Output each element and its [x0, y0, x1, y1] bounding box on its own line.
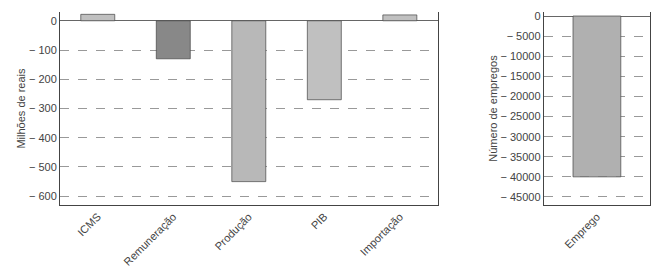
- svg-text:0: 0: [534, 10, 540, 22]
- svg-text:− 45000: − 45000: [501, 191, 541, 203]
- svg-text:Milhões de reais: Milhões de reais: [15, 68, 27, 149]
- svg-text:− 100: − 100: [29, 44, 57, 56]
- svg-text:− 30000: − 30000: [501, 131, 541, 143]
- svg-text:PIB: PIB: [309, 211, 330, 232]
- svg-text:− 40000: − 40000: [501, 171, 541, 183]
- svg-text:− 600: − 600: [29, 190, 57, 202]
- svg-text:Produção: Produção: [212, 211, 254, 253]
- svg-text:− 400: − 400: [29, 132, 57, 144]
- svg-text:ICMS: ICMS: [75, 211, 103, 239]
- svg-text:− 15000: − 15000: [501, 70, 541, 82]
- svg-text:− 20000: − 20000: [501, 90, 541, 102]
- svg-text:− 300: − 300: [29, 102, 57, 114]
- svg-text:Remuneração: Remuneração: [121, 211, 178, 268]
- svg-text:− 35000: − 35000: [501, 151, 541, 163]
- svg-text:− 5000: − 5000: [507, 30, 541, 42]
- svg-text:− 25000: − 25000: [501, 110, 541, 122]
- svg-text:− 200: − 200: [29, 73, 57, 85]
- svg-text:− 500: − 500: [29, 161, 57, 173]
- svg-text:Importação: Importação: [358, 211, 405, 258]
- svg-text:− 10000: − 10000: [501, 50, 541, 62]
- svg-text:Emprego: Emprego: [562, 211, 602, 251]
- svg-text:0: 0: [51, 15, 57, 27]
- svg-text:Número de empregos: Número de empregos: [487, 55, 499, 162]
